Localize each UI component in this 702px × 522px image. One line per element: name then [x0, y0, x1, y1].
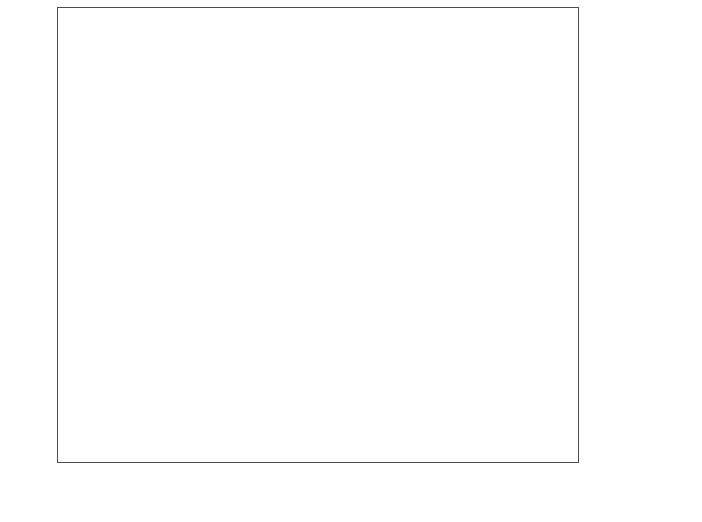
legend: [590, 145, 700, 345]
plot-area: [57, 7, 579, 463]
legend-colorbar: [606, 179, 635, 323]
